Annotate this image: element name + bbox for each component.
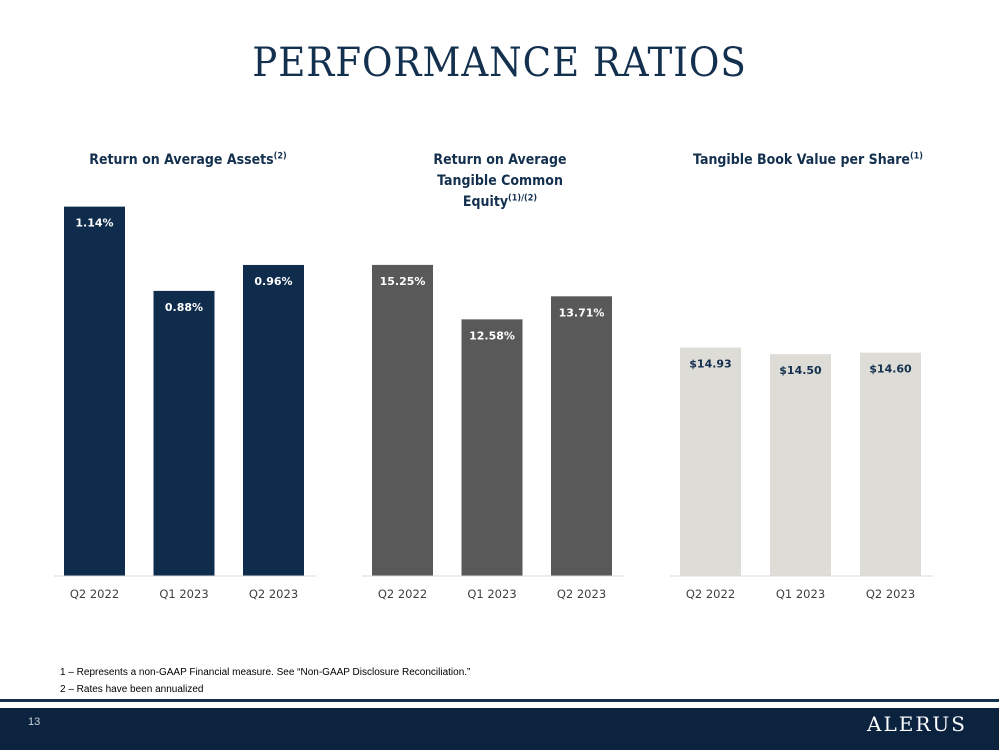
slide-title: PERFORMANCE RATIOS <box>252 40 747 86</box>
bar-q1-2023 <box>770 354 831 576</box>
chart-title: Return on Average Tangible Common Equity… <box>433 152 567 210</box>
data-label: $14.93 <box>689 358 731 371</box>
chart-title: Tangible Book Value per Share(1) <box>692 151 924 168</box>
footnotes: 1 – Represents a non-GAAP Financial meas… <box>60 664 470 698</box>
data-label: 0.96% <box>254 275 292 288</box>
x-tick-label: Q2 2023 <box>249 587 298 601</box>
bar-q1-2023 <box>461 319 523 576</box>
bar-q1-2023 <box>153 290 215 576</box>
x-tick-label: Q1 2023 <box>467 587 516 601</box>
data-label: 15.25% <box>380 275 426 288</box>
bar-q2-2023 <box>860 352 921 576</box>
chart-return-on-average-tangible-common-equity: Return on Average Tangible Common Equity… <box>360 150 640 610</box>
chart-title: Return on Average Assets(2) <box>89 151 287 168</box>
x-tick-label: Q2 2022 <box>378 587 427 601</box>
data-label: 13.71% <box>559 306 605 319</box>
bar-chart-svg: 15.25% Q2 2022 12.58% Q1 2023 13.71% Q2 2023 <box>362 264 624 601</box>
footnote-2: 2 – Rates have been annualized <box>60 684 204 695</box>
bar-q2-2023 <box>243 264 304 576</box>
bar-q2-2022 <box>680 347 741 576</box>
data-label: 1.14% <box>75 217 113 230</box>
x-tick-label: Q1 2023 <box>776 587 825 601</box>
x-tick-label: Q2 2022 <box>686 587 735 601</box>
page-number: 13 <box>28 716 41 728</box>
footer-bar <box>0 708 999 750</box>
data-label: $14.60 <box>869 363 912 376</box>
x-tick-label: Q2 2023 <box>866 587 915 601</box>
data-label: 0.88% <box>165 301 203 314</box>
x-tick-label: Q1 2023 <box>159 587 208 601</box>
x-tick-label: Q2 2023 <box>557 587 606 601</box>
bar-chart-svg: $14.93 Q2 2022 $14.50 Q1 2023 $14.60 Q2 2023 <box>670 347 933 601</box>
footnote-1: 1 – Represents a non-GAAP Financial meas… <box>60 667 471 678</box>
footer-divider <box>0 699 999 702</box>
data-label: $14.50 <box>779 364 822 377</box>
bar-q2-2022 <box>372 264 433 576</box>
data-label: 12.58% <box>469 329 515 342</box>
bar-q2-2022 <box>64 206 125 576</box>
chart-return-on-average-assets: Return on Average Assets(2) 1.14% Q2 2022… <box>48 150 328 610</box>
alerus-logo: ALERUS <box>867 712 967 736</box>
bar-q2-2023 <box>551 296 612 576</box>
chart-tangible-book-value-per-share: Tangible Book Value per Share(1) $14.93 Q… <box>668 150 948 610</box>
bar-chart-svg: 1.14% Q2 2022 0.88% Q1 2023 0.96% Q2 2023 <box>54 206 316 601</box>
x-tick-label: Q2 2022 <box>70 587 119 601</box>
